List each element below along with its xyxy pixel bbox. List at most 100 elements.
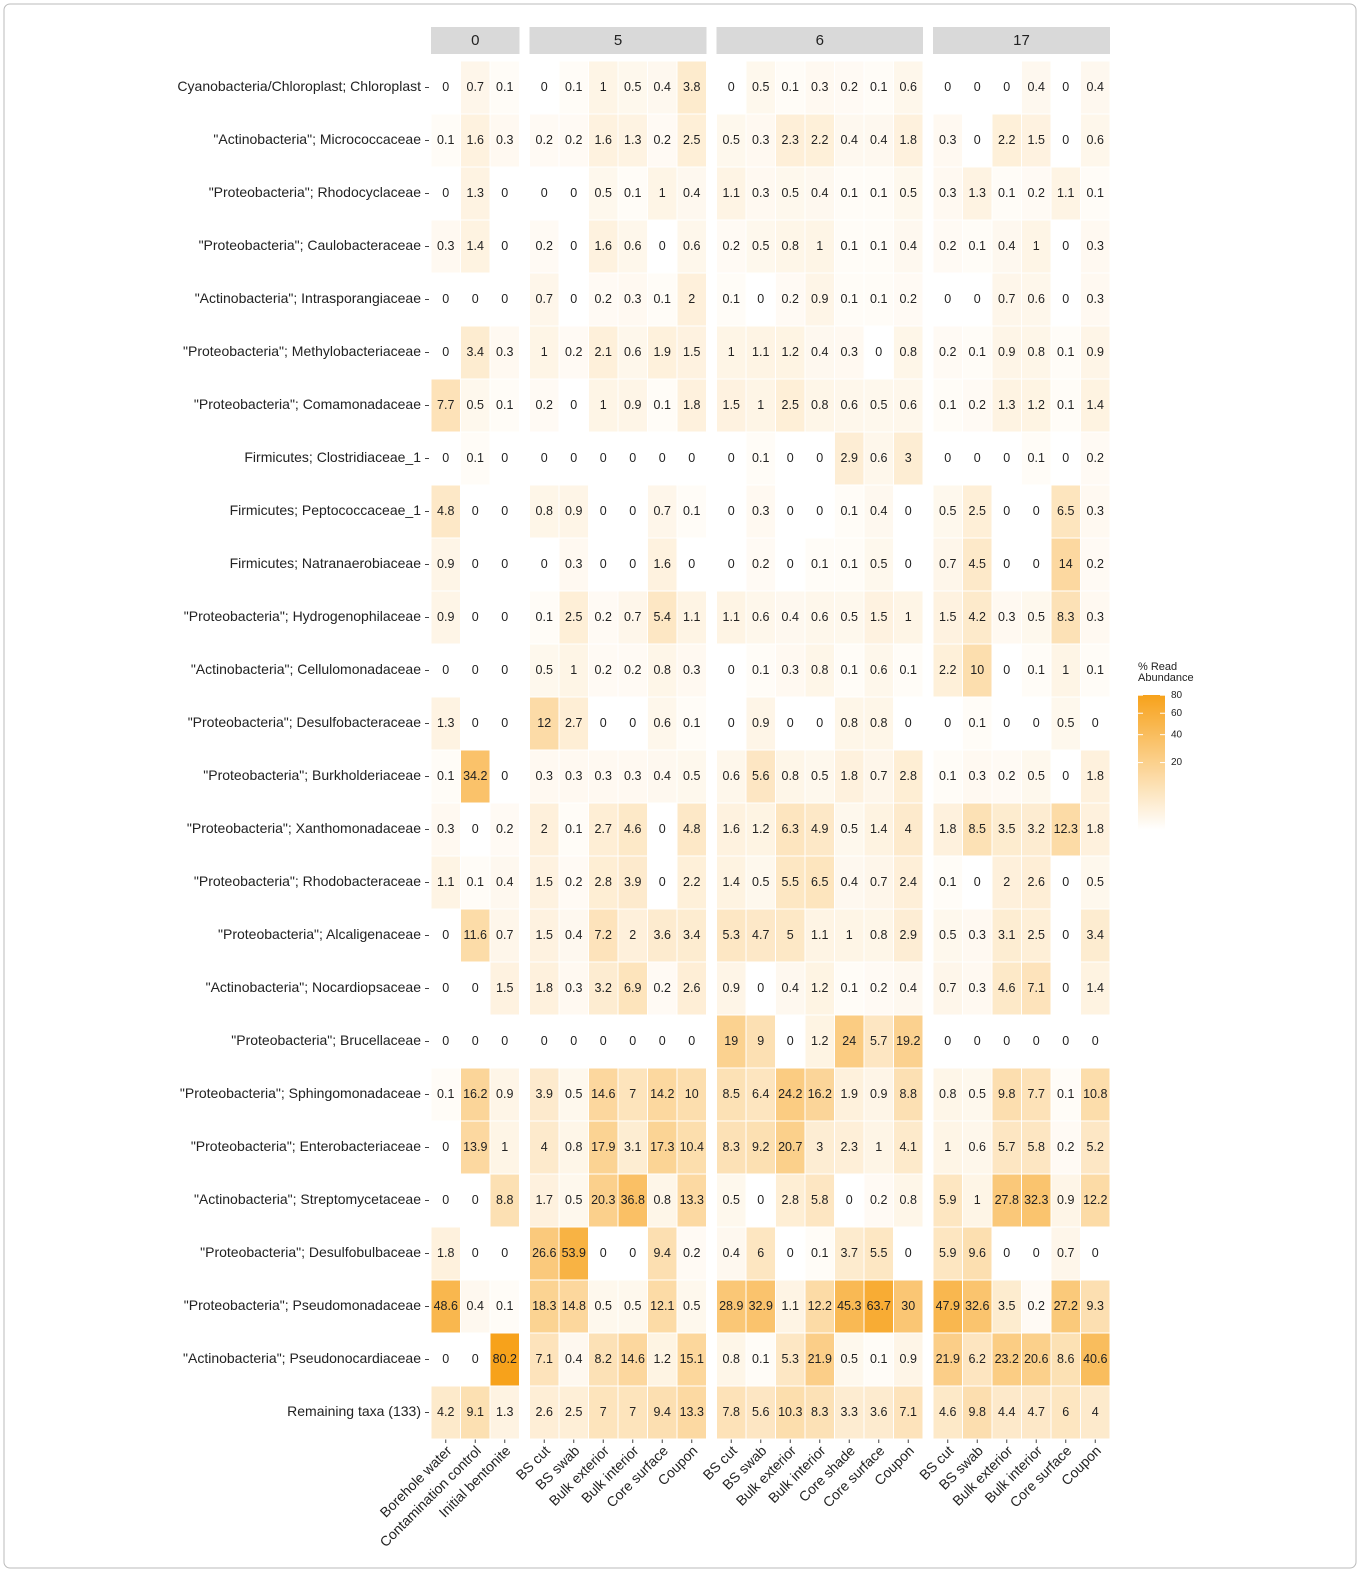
cell-label: 0 bbox=[1062, 133, 1069, 147]
cell-label: 3.1 bbox=[998, 928, 1015, 942]
cell bbox=[775, 1279, 806, 1334]
cell-label: 0.1 bbox=[939, 769, 956, 783]
cell-label: 0.1 bbox=[654, 398, 671, 412]
cell bbox=[529, 961, 560, 1016]
cell-label: 1 bbox=[570, 663, 577, 677]
cell-label: 14.2 bbox=[650, 1087, 674, 1101]
cell-label: 0.6 bbox=[1087, 133, 1104, 147]
cell bbox=[893, 431, 924, 486]
y-tick-label: Firmicutes; Clostridiaceae_1 bbox=[244, 449, 421, 465]
cell-label: 0.9 bbox=[624, 398, 641, 412]
cell bbox=[460, 537, 491, 592]
cell-label: 0 bbox=[688, 451, 695, 465]
cell-label: 0 bbox=[472, 981, 479, 995]
cell-label: 0.6 bbox=[723, 769, 740, 783]
cell bbox=[1050, 1279, 1081, 1334]
cell bbox=[962, 1279, 993, 1334]
cell bbox=[489, 908, 520, 963]
cell-label: 0.1 bbox=[1028, 451, 1045, 465]
cell-label: 0.1 bbox=[1087, 663, 1104, 677]
cell bbox=[1021, 961, 1052, 1016]
cell-label: 14.8 bbox=[562, 1299, 586, 1313]
cell bbox=[863, 802, 894, 857]
cell-label: 0.2 bbox=[595, 610, 612, 624]
cell-label: 3.4 bbox=[467, 345, 484, 359]
cell bbox=[460, 325, 491, 380]
cell bbox=[863, 1014, 894, 1069]
cell bbox=[588, 60, 619, 115]
cell-label: 0.5 bbox=[683, 1299, 700, 1313]
cell bbox=[834, 802, 865, 857]
cell bbox=[1080, 696, 1111, 751]
cell bbox=[893, 696, 924, 751]
cell-label: 0.1 bbox=[496, 1299, 513, 1313]
cell-label: 0.8 bbox=[782, 239, 799, 253]
cell-label: 1.2 bbox=[654, 1352, 671, 1366]
cell-label: 2.2 bbox=[939, 663, 956, 677]
cell-label: 1 bbox=[659, 186, 666, 200]
cell bbox=[647, 1279, 678, 1334]
cell-label: 0 bbox=[442, 981, 449, 995]
cell bbox=[460, 1226, 491, 1281]
cell-label: 6.5 bbox=[1057, 504, 1074, 518]
cell-label: 2.5 bbox=[1028, 928, 1045, 942]
cell-label: 0.1 bbox=[939, 398, 956, 412]
cell bbox=[716, 1067, 747, 1122]
cell bbox=[745, 325, 776, 380]
cell-label: 3.4 bbox=[1087, 928, 1104, 942]
cell-label: 9.8 bbox=[998, 1087, 1015, 1101]
cell-label: 1.2 bbox=[811, 1034, 828, 1048]
cell-label: 0 bbox=[472, 292, 479, 306]
cell bbox=[617, 325, 648, 380]
cell bbox=[932, 590, 963, 645]
cell bbox=[1021, 537, 1052, 592]
cell bbox=[775, 378, 806, 433]
cell bbox=[647, 60, 678, 115]
cell-label: 63.7 bbox=[867, 1299, 891, 1313]
cell-label: 0.1 bbox=[565, 822, 582, 836]
cell-label: 0.3 bbox=[683, 663, 700, 677]
cell-label: 0 bbox=[1092, 1246, 1099, 1260]
cell-label: 0.2 bbox=[1028, 1299, 1045, 1313]
cell bbox=[460, 219, 491, 274]
cell bbox=[932, 484, 963, 539]
cell bbox=[676, 113, 707, 168]
cell-label: 0.3 bbox=[841, 345, 858, 359]
cell-label: 0.5 bbox=[595, 1299, 612, 1313]
cell bbox=[962, 696, 993, 751]
cell-label: 0.7 bbox=[870, 769, 887, 783]
cell-label: 0 bbox=[905, 716, 912, 730]
cell-label: 0.2 bbox=[998, 769, 1015, 783]
cell-label: 0.9 bbox=[752, 716, 769, 730]
cell-label: 0 bbox=[688, 1034, 695, 1048]
cell-label: 7.7 bbox=[437, 398, 454, 412]
cell-label: 0.2 bbox=[536, 133, 553, 147]
cell-label: 1 bbox=[600, 80, 607, 94]
cell bbox=[834, 961, 865, 1016]
cell-label: 0.3 bbox=[969, 928, 986, 942]
cell-label: 2.9 bbox=[900, 928, 917, 942]
cell-label: 0 bbox=[846, 1193, 853, 1207]
cell-label: 0.9 bbox=[437, 557, 454, 571]
cell-label: 0.7 bbox=[624, 610, 641, 624]
cell-label: 0 bbox=[1003, 504, 1010, 518]
cell-label: 4.7 bbox=[752, 928, 769, 942]
cell-label: 0.1 bbox=[939, 875, 956, 889]
cell-label: 0 bbox=[501, 186, 508, 200]
cell-label: 0.3 bbox=[437, 822, 454, 836]
cell-label: 0.1 bbox=[752, 1352, 769, 1366]
cell-label: 0.1 bbox=[870, 186, 887, 200]
cell-label: 0.3 bbox=[998, 610, 1015, 624]
cell-label: 1.2 bbox=[811, 981, 828, 995]
cell-label: 0.3 bbox=[752, 504, 769, 518]
cell-label: 1.8 bbox=[1087, 822, 1104, 836]
cell bbox=[863, 855, 894, 910]
cell-label: 0.2 bbox=[536, 239, 553, 253]
cell bbox=[775, 1332, 806, 1387]
cell-label: 80.2 bbox=[493, 1352, 517, 1366]
cell-label: 0 bbox=[728, 663, 735, 677]
cell bbox=[676, 802, 707, 857]
legend-title: % Read Abundance bbox=[1138, 661, 1194, 684]
cell bbox=[804, 484, 835, 539]
